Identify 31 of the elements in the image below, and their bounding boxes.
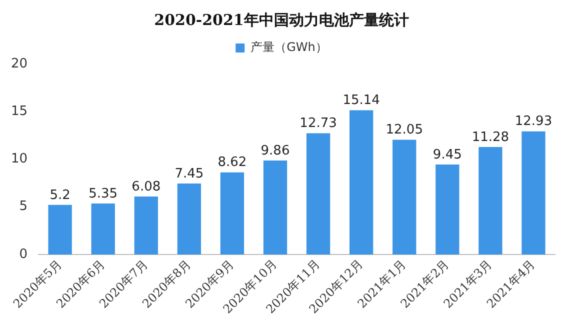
data-label: 9.45 [432, 147, 462, 162]
data-label: 6.08 [132, 179, 161, 194]
data-label: 11.28 [472, 130, 510, 145]
bar [522, 131, 546, 254]
bar [436, 164, 460, 254]
y-tick-label: 15 [10, 104, 28, 119]
data-label: 8.62 [218, 155, 247, 170]
y-tick-label: 10 [10, 152, 28, 167]
data-label: 12.93 [514, 114, 552, 130]
y-tick-label: 0 [19, 246, 28, 262]
y-tick-label: 5 [19, 199, 28, 214]
bar [177, 184, 202, 254]
y-tick-label: 20 [10, 56, 28, 72]
bar [91, 204, 115, 254]
bar [392, 140, 416, 254]
bar [306, 133, 330, 254]
data-label: 5.35 [88, 186, 118, 202]
data-label: 15.14 [342, 93, 380, 108]
chart-title: 2020-2021年中国动力电池产量统计 [154, 10, 409, 29]
bar [48, 204, 72, 254]
legend-label: 产量（GWh） [250, 40, 328, 54]
bar [134, 196, 158, 254]
data-label: 7.45 [174, 166, 204, 182]
bar [349, 110, 374, 254]
data-label: 5.2 [50, 188, 70, 203]
data-label: 9.86 [260, 143, 290, 158]
data-label: 12.05 [386, 122, 423, 138]
bar [263, 160, 288, 254]
data-label: 12.73 [300, 116, 337, 132]
bar [478, 147, 502, 254]
bar [220, 172, 244, 254]
